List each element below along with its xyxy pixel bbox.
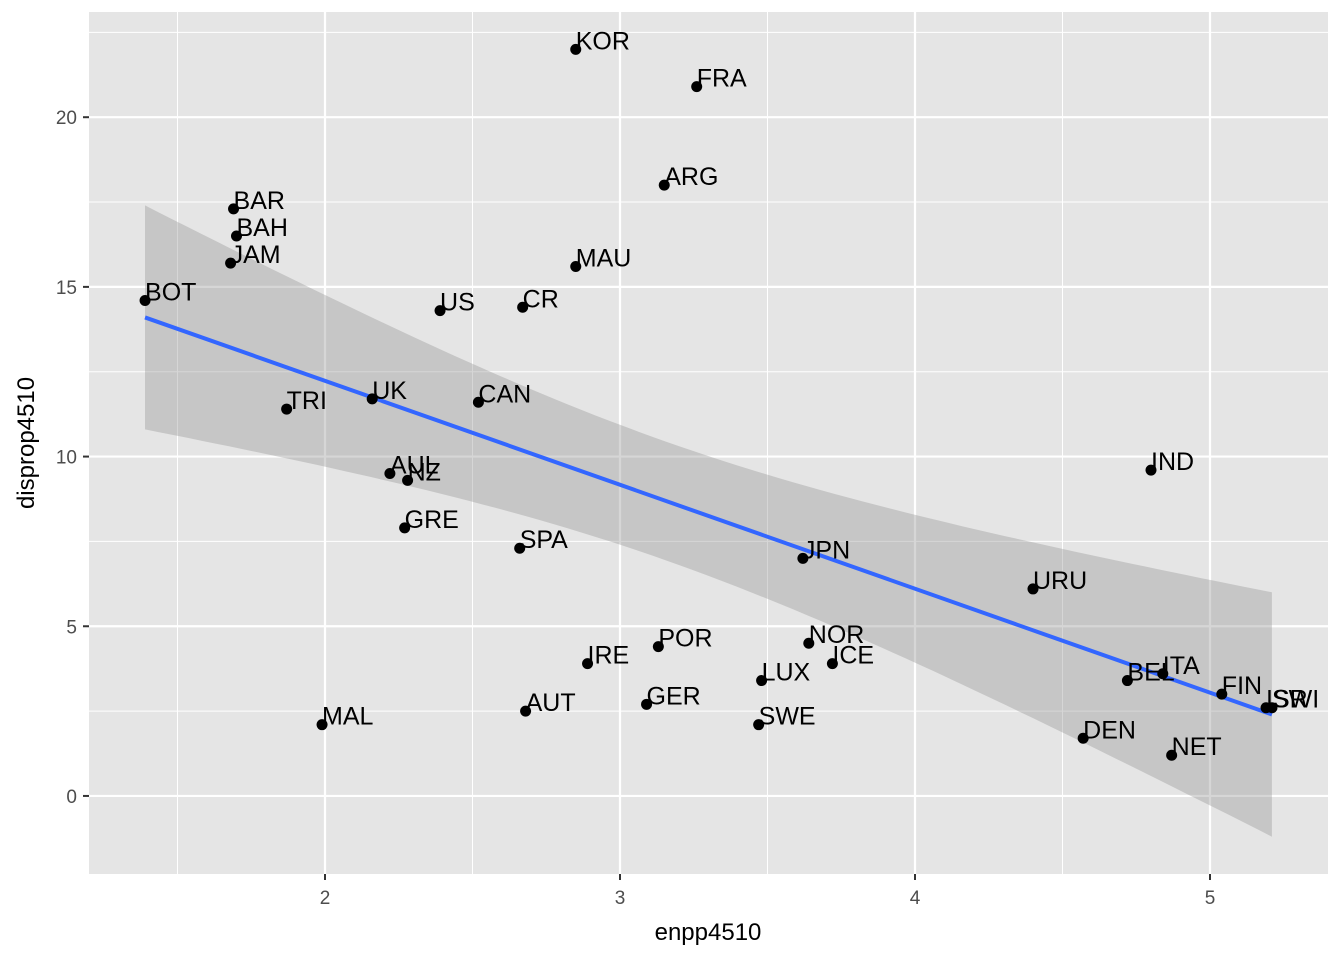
point-label: BEL <box>1127 659 1174 687</box>
point-label: LUX <box>762 659 811 687</box>
data-point <box>1266 702 1278 714</box>
x-tick-label: 5 <box>1205 888 1216 909</box>
data-point <box>399 522 411 534</box>
data-point <box>1145 464 1157 476</box>
point-label: MAU <box>576 245 632 273</box>
point-label: IND <box>1151 448 1194 476</box>
data-point <box>1121 675 1133 687</box>
point-label: SWI <box>1272 686 1319 714</box>
data-point <box>1216 688 1228 700</box>
point-label: ARG <box>664 163 718 191</box>
data-point <box>753 719 765 731</box>
point-label: KOR <box>576 27 630 55</box>
data-point <box>520 705 532 717</box>
fit-line <box>144 315 1273 717</box>
minor-gridlines <box>89 12 1328 874</box>
data-point <box>691 81 703 93</box>
data-point <box>281 403 293 415</box>
point-label: CR <box>523 285 559 313</box>
data-point <box>1027 583 1039 595</box>
point-label: AUL <box>390 452 439 480</box>
point-label: UK <box>372 377 407 405</box>
point-label: AUT <box>526 689 576 717</box>
data-point <box>1077 732 1089 744</box>
x-axis-title: enpp4510 <box>655 919 762 946</box>
data-point <box>570 261 582 273</box>
point-label: TRI <box>287 387 327 415</box>
point-label: BOT <box>145 278 196 306</box>
point-label: DEN <box>1083 716 1136 744</box>
data-point <box>517 301 529 313</box>
point-label: JPN <box>803 536 850 564</box>
data-point <box>641 698 653 710</box>
data-point <box>514 542 526 554</box>
y-tick-label: 5 <box>66 617 77 638</box>
point-label: NET <box>1172 733 1222 761</box>
data-point <box>434 305 446 317</box>
y-tick-label: 15 <box>56 278 77 299</box>
data-point <box>228 203 240 215</box>
y-axis-title: disprop4510 <box>13 377 40 509</box>
data-point <box>826 658 838 670</box>
confidence-band <box>145 205 1272 837</box>
x-tick-label: 2 <box>320 888 331 909</box>
data-point <box>316 719 328 731</box>
data-point <box>582 658 594 670</box>
y-axis-ticks: 0 5 10 15 20 <box>56 108 89 808</box>
point-label: JAM <box>231 241 281 269</box>
data-point <box>756 675 768 687</box>
data-point <box>570 43 582 55</box>
point-label: US <box>440 289 475 317</box>
point-label: SPA <box>520 526 568 554</box>
data-point <box>366 393 378 405</box>
plot-panel <box>89 12 1328 874</box>
x-tick-label: 3 <box>615 888 626 909</box>
x-axis-ticks: 2 3 4 5 <box>320 874 1216 909</box>
data-point <box>225 257 237 269</box>
data-point <box>658 179 670 191</box>
point-label: NOR <box>809 621 865 649</box>
point-label: ITA <box>1163 652 1200 680</box>
point-label: GER <box>647 682 701 710</box>
confidence-band-area <box>145 205 1272 837</box>
point-label: CAN <box>478 380 531 408</box>
major-gridlines <box>89 12 1328 874</box>
data-point <box>1157 668 1169 680</box>
point-label: BAR <box>234 187 285 215</box>
point-label: URU <box>1033 567 1087 595</box>
regression-line <box>144 315 1273 717</box>
y-tick-label: 0 <box>66 787 77 808</box>
y-tick-label: 10 <box>56 448 77 469</box>
data-point <box>797 552 809 564</box>
point-label: IRE <box>588 642 630 670</box>
point-label: NZ <box>408 458 441 486</box>
point-label: SWE <box>759 703 816 731</box>
point-label: MAL <box>322 703 374 731</box>
point-label: GRE <box>405 506 459 534</box>
point-label: ISR <box>1266 686 1308 714</box>
point-label: BAH <box>237 214 288 242</box>
data-point <box>231 230 242 242</box>
y-tick-label: 20 <box>56 108 77 129</box>
data-point <box>1166 749 1178 761</box>
point-label: FIN <box>1222 672 1262 700</box>
point-label: POR <box>658 625 712 653</box>
data-point <box>803 637 815 649</box>
data-point <box>139 294 151 306</box>
point-label: FRA <box>697 65 747 93</box>
data-point <box>384 468 396 480</box>
x-tick-label: 4 <box>910 888 921 909</box>
data-point <box>472 396 484 408</box>
data-point <box>402 474 414 486</box>
point-label: ICE <box>832 642 874 670</box>
data-point <box>652 641 664 653</box>
data-points <box>139 43 1278 761</box>
